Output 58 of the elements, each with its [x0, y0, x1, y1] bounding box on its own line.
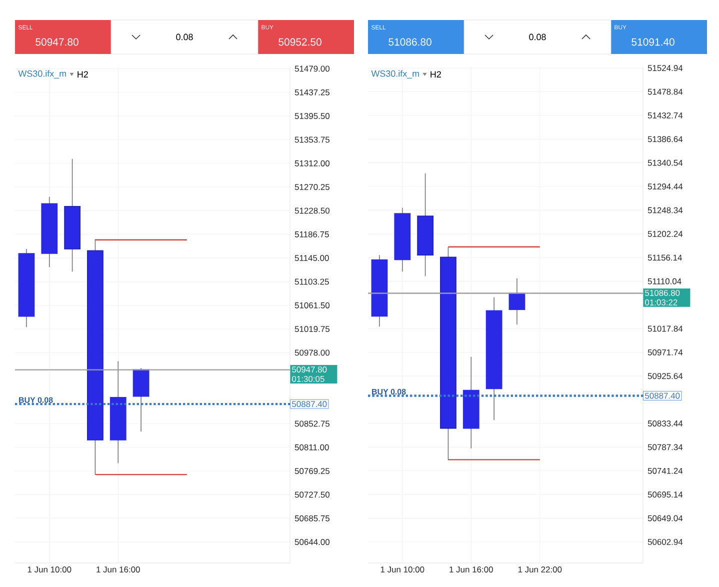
x-tick-label: 1 Jun 22:00	[518, 566, 562, 572]
text: 50947.80	[36, 38, 78, 46]
y-tick-label: 51270.25	[294, 184, 330, 190]
y-tick-label: 50649.04	[648, 515, 683, 522]
y-tick-label: 51432.74	[648, 112, 683, 118]
y-tick-label: 51395.50	[294, 113, 330, 120]
y-tick-label: 50925.64	[648, 373, 683, 380]
y-tick-label: 51228.50	[294, 208, 330, 214]
y-tick-label: 51019.75	[294, 326, 330, 332]
chart-title: WS30.ifx_m	[18, 70, 66, 78]
y-tick-label: 51479.00	[294, 66, 330, 72]
chart-title: WS30.ifx_m	[371, 70, 419, 78]
y-tick-label: 51156.14	[648, 254, 682, 261]
text: 51091.40	[632, 38, 674, 46]
y-tick-label: 50971.74	[648, 349, 683, 356]
y-tick-label: 51353.75	[294, 136, 330, 143]
ref-line-label: 51086.80 01:03:22	[645, 290, 680, 306]
y-tick-label: 50644.00	[294, 539, 330, 546]
text: 50952.50	[278, 38, 322, 46]
y-tick-label: 51103.25	[294, 278, 329, 285]
y-tick-label: 50852.75	[294, 420, 330, 427]
y-tick-label: 51145.00	[294, 255, 329, 262]
y-tick-label: 50741.24	[648, 468, 683, 474]
ref-line-label: 50887.40	[645, 392, 680, 399]
text: 0.08	[176, 34, 193, 40]
text: 51086.80	[388, 38, 432, 46]
ref-line-label: 50947.80 01:30:05	[292, 366, 327, 382]
x-tick-label: 1 Jun 10:00	[28, 566, 72, 572]
ref-line-label: 50887.40	[292, 401, 327, 408]
y-tick-label: 51524.94	[648, 65, 683, 72]
y-tick-label: 50727.50	[294, 492, 330, 498]
y-tick-label: 50833.44	[648, 420, 683, 426]
chart-subtitle: H2	[430, 71, 441, 78]
y-tick-label: 51061.50	[294, 302, 330, 308]
x-tick-label: 1 Jun 16:00	[96, 566, 140, 572]
x-tick-label: 1 Jun 10:00	[380, 566, 424, 572]
y-tick-label: 51478.84	[648, 88, 683, 95]
y-tick-label: 50978.00	[294, 350, 330, 356]
text: 0.08	[529, 34, 546, 40]
y-tick-label: 50685.75	[294, 515, 330, 522]
y-tick-label: 51294.44	[648, 184, 683, 190]
y-tick-label: 50769.25	[294, 468, 330, 474]
y-tick-label: 51437.25	[294, 89, 330, 96]
x-tick-label: 1 Jun 16:00	[450, 566, 493, 572]
y-tick-label: 51202.24	[648, 230, 683, 237]
y-tick-label: 50811.00	[294, 444, 329, 450]
y-tick-label: 50602.94	[648, 538, 683, 545]
y-tick-label: 51110.04	[648, 278, 682, 284]
candlestick	[508, 278, 526, 325]
y-tick-label: 50787.34	[648, 444, 683, 450]
chart-subtitle: H2	[78, 71, 88, 78]
y-tick-label: 51186.75	[294, 231, 329, 238]
y-tick-label: 51248.34	[648, 207, 683, 214]
y-tick-label: 51386.64	[648, 136, 683, 142]
y-tick-label: 51340.54	[648, 160, 683, 166]
y-tick-label: 50695.14	[648, 492, 683, 498]
y-tick-label: 51017.84	[648, 326, 683, 332]
y-tick-label: 51312.00	[294, 160, 330, 166]
